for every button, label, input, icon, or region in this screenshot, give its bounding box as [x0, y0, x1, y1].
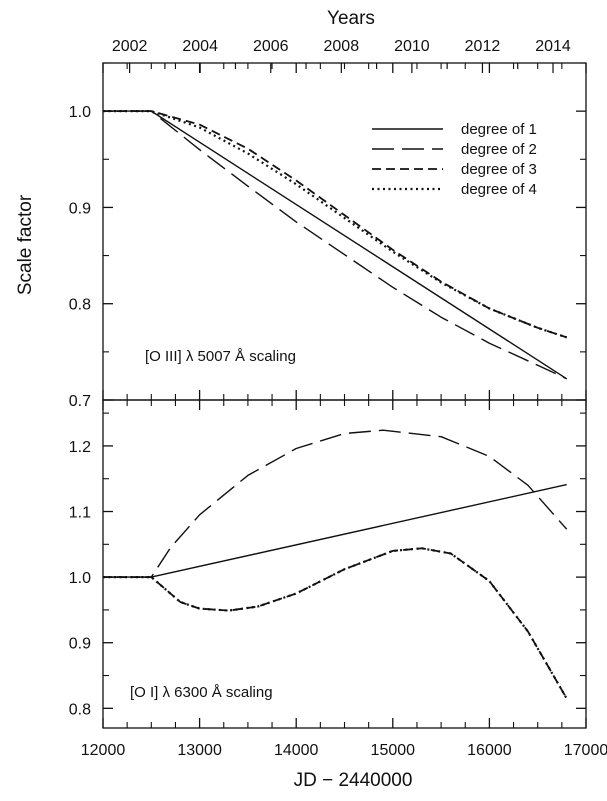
year-tick-label: 2006 — [253, 38, 289, 55]
top-panel-annotation: [O III] λ 5007 Å scaling — [145, 348, 296, 365]
year-tick-label: 2012 — [465, 38, 501, 55]
year-tick-label: 2014 — [535, 38, 571, 55]
series-group — [103, 109, 568, 380]
x-ticks — [102, 63, 587, 400]
x-tick-label: 13000 — [177, 742, 222, 759]
legend-label: degree of 3 — [461, 161, 537, 178]
legend-label: degree of 1 — [461, 121, 537, 138]
series-line — [103, 110, 567, 380]
y-tick-label: 0.9 — [69, 636, 91, 653]
series-line — [103, 547, 568, 700]
bottom-panel-annotation: [O I] λ 6300 Å scaling — [130, 684, 273, 701]
y-tick-label: 0.8 — [69, 701, 91, 718]
x-tick-label: 17000 — [564, 742, 607, 759]
y-tick-label: 0.7 — [69, 393, 91, 410]
x-axis-label: JD − 2440000 — [294, 770, 413, 791]
plot-frame-bottom — [102, 399, 587, 729]
y-axis-label: Scale factor — [15, 194, 36, 295]
legend-label: degree of 2 — [461, 141, 537, 158]
bottom-panel: 0.8 0.9 1.0 1.1 1.2 12000 13000 14000 15000 16000… — [69, 399, 607, 759]
y-tick-label: 1.0 — [69, 104, 91, 121]
series-line — [103, 483, 567, 578]
legend-label: degree of 4 — [461, 181, 537, 198]
top-panel: 0.7 0.8 0.9 1.0 2002 2004 2006 2008 2010 2012 2014… — [69, 38, 587, 410]
y-tick-label: 0.9 — [69, 200, 91, 217]
year-tick-label: 2010 — [394, 38, 430, 55]
y-ticks: 0.8 0.9 1.0 1.1 1.2 — [69, 412, 586, 718]
series-group — [103, 429, 568, 700]
x-tick-label: 14000 — [274, 742, 319, 759]
y-tick-label: 1.1 — [69, 505, 91, 522]
y-tick-label: 0.8 — [69, 297, 91, 314]
x-tick-label: 16000 — [467, 742, 512, 759]
year-tick-label: 2002 — [112, 38, 148, 55]
y-tick-label: 1.2 — [69, 439, 91, 456]
x-ticks — [102, 400, 587, 728]
year-axis: 2002 2004 2006 2008 2010 2012 2014 — [112, 38, 571, 73]
x-tick-label: 12000 — [81, 742, 126, 759]
year-tick-label: 2004 — [182, 38, 218, 55]
x-tick-label: 15000 — [371, 742, 416, 759]
series-line — [103, 429, 568, 578]
legend: degree of 1 degree of 2 degree of 3 degree … — [372, 121, 537, 198]
series-line — [103, 109, 568, 339]
x-tick-labels: 12000 13000 14000 15000 16000 17000 — [81, 742, 607, 759]
series-line — [103, 547, 568, 699]
year-tick-label: 2008 — [324, 38, 360, 55]
series-line — [103, 110, 567, 339]
y-tick-label: 1.0 — [69, 570, 91, 587]
top-axis-title: Years — [327, 8, 375, 29]
